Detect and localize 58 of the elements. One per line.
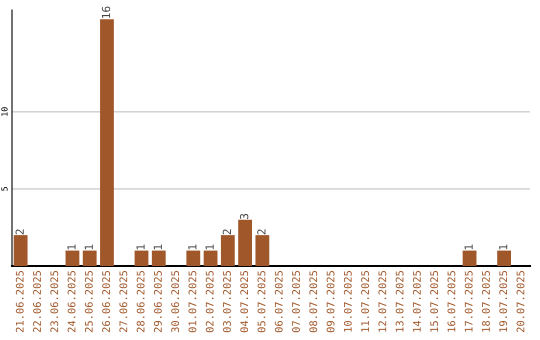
data-label: 1 <box>499 244 508 250</box>
x-tick-label: 22.06.2025 <box>33 271 41 332</box>
x-tick-label: 13.07.2025 <box>396 271 404 332</box>
data-label: 1 <box>464 244 473 250</box>
x-tick-label: 12.07.2025 <box>378 271 386 332</box>
x-tick-label: 06.07.2025 <box>274 271 283 332</box>
bar <box>238 220 252 266</box>
x-tick-label: 01.07.2025 <box>188 271 196 332</box>
bar <box>462 250 476 266</box>
data-label: 2 <box>222 229 231 234</box>
data-label: 1 <box>206 244 214 250</box>
x-tick-label: 28.06.2025 <box>136 271 145 332</box>
y-tick-label: 10 <box>1 107 8 116</box>
bar <box>100 19 114 266</box>
bar <box>204 250 218 266</box>
x-tick-label: 26.06.2025 <box>102 271 110 332</box>
data-label: 2 <box>15 229 24 234</box>
bar <box>497 250 512 266</box>
data-label: 16 <box>102 6 110 18</box>
x-tick-label: 02.07.2025 <box>206 271 214 332</box>
bar <box>220 235 235 266</box>
x-tick-label: 10.07.2025 <box>344 271 352 332</box>
y-tick-label: 5 <box>1 187 8 191</box>
x-tick-label: 24.06.2025 <box>68 271 76 332</box>
data-label: 1 <box>136 244 145 250</box>
bar <box>82 250 97 266</box>
data-label: 1 <box>84 244 93 250</box>
data-label: 3 <box>240 214 248 219</box>
x-tick-label: 21.06.2025 <box>16 271 24 332</box>
bar <box>186 250 200 266</box>
x-tick-label: 03.07.2025 <box>223 271 231 332</box>
x-tick-label: 08.07.2025 <box>309 271 318 332</box>
data-label: 1 <box>154 244 162 250</box>
x-tick-label: 07.07.2025 <box>292 271 300 332</box>
x-tick-label: 19.07.2025 <box>499 271 508 332</box>
x-tick-label: 23.06.2025 <box>50 271 58 332</box>
x-tick-label: 29.06.2025 <box>154 271 162 332</box>
bar <box>152 250 166 266</box>
bar <box>255 235 270 266</box>
x-tick-label: 27.06.2025 <box>119 271 128 332</box>
x-tick-label: 20.07.2025 <box>516 271 524 332</box>
bar <box>14 235 28 266</box>
x-tick-label: 30.06.2025 <box>171 271 180 332</box>
x-tick-label: 14.07.2025 <box>412 271 421 332</box>
data-label: 1 <box>67 244 76 250</box>
x-tick-label: 11.07.2025 <box>361 271 370 332</box>
x-tick-label: 05.07.2025 <box>258 271 266 332</box>
x-tick-label: 09.07.2025 <box>326 271 334 332</box>
x-tick-label: 25.06.2025 <box>84 271 93 332</box>
x-tick-label: 16.07.2025 <box>447 271 456 332</box>
data-label: 1 <box>188 244 196 250</box>
bar <box>134 250 148 266</box>
x-tick-label: 17.07.2025 <box>464 271 473 332</box>
x-tick-label: 18.07.2025 <box>482 271 490 332</box>
x-tick-label: 15.07.2025 <box>430 271 438 332</box>
x-tick-label: 04.07.2025 <box>240 271 248 332</box>
data-label: 2 <box>257 229 266 234</box>
bar <box>66 250 80 266</box>
